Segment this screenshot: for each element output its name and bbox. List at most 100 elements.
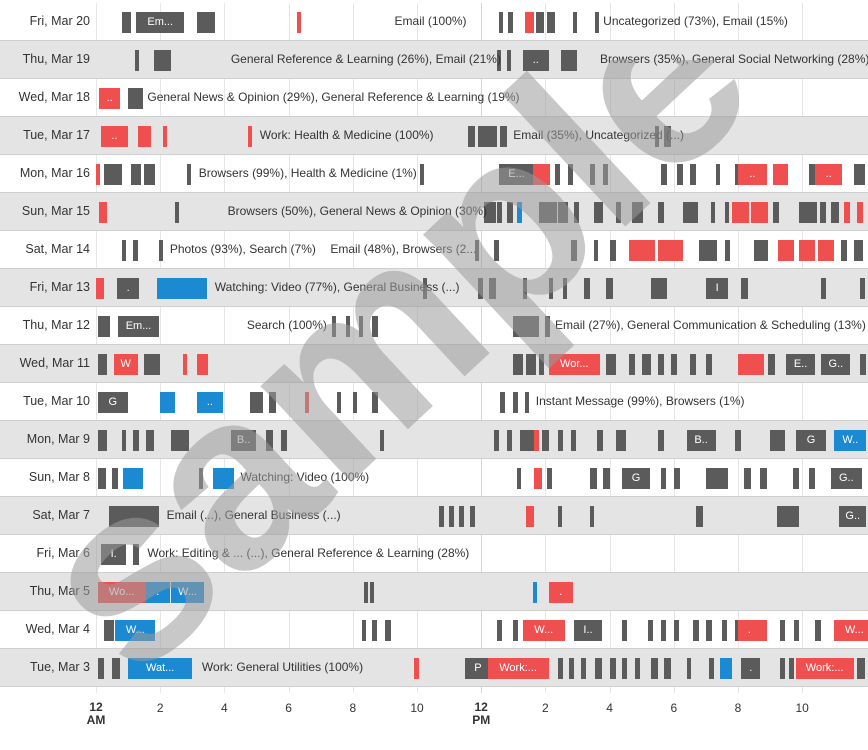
activity-block[interactable]	[750, 202, 769, 223]
activity-block[interactable]	[603, 164, 608, 185]
activity-block[interactable]	[808, 468, 816, 489]
activity-block[interactable]	[449, 506, 454, 527]
activity-block[interactable]	[622, 658, 628, 679]
activity-block[interactable]	[569, 658, 575, 679]
activity-block[interactable]	[660, 620, 666, 641]
activity-block[interactable]	[657, 430, 665, 451]
activity-block[interactable]	[99, 202, 108, 223]
activity-block[interactable]	[198, 468, 203, 489]
activity-block[interactable]	[563, 278, 568, 299]
activity-block[interactable]	[709, 658, 714, 679]
activity-block[interactable]	[384, 620, 392, 641]
activity-block[interactable]: .	[548, 582, 573, 603]
activity-block[interactable]	[859, 354, 867, 375]
activity-block[interactable]	[516, 468, 522, 489]
activity-block[interactable]	[609, 240, 616, 261]
activity-block[interactable]	[132, 240, 138, 261]
activity-block[interactable]	[628, 354, 636, 375]
activity-block[interactable]	[580, 658, 586, 679]
activity-block[interactable]	[197, 12, 215, 33]
activity-block[interactable]	[776, 506, 799, 527]
activity-block[interactable]	[532, 582, 538, 603]
activity-block[interactable]: .	[741, 658, 761, 679]
activity-block[interactable]: ..	[197, 392, 223, 413]
activity-block[interactable]: ..	[99, 88, 121, 109]
activity-block[interactable]	[500, 392, 506, 413]
activity-block[interactable]	[266, 430, 273, 451]
activity-block[interactable]	[144, 164, 156, 185]
activity-block[interactable]: Work:...	[795, 658, 854, 679]
activity-block[interactable]	[364, 582, 369, 603]
activity-block[interactable]	[522, 278, 527, 299]
activity-block[interactable]: ..	[738, 164, 767, 185]
activity-block[interactable]: G..	[839, 506, 867, 527]
activity-block[interactable]: G	[795, 430, 827, 451]
activity-block[interactable]	[187, 164, 192, 185]
activity-block[interactable]	[651, 658, 658, 679]
activity-block[interactable]	[818, 240, 835, 261]
activity-block[interactable]	[558, 202, 568, 223]
activity-block[interactable]	[112, 658, 121, 679]
activity-block[interactable]	[121, 240, 126, 261]
activity-block[interactable]	[489, 278, 496, 299]
activity-block[interactable]: B..	[230, 430, 257, 451]
activity-block[interactable]	[534, 430, 539, 451]
activity-block[interactable]	[458, 506, 464, 527]
activity-block[interactable]: I..	[574, 620, 602, 641]
activity-block[interactable]	[526, 354, 536, 375]
activity-block[interactable]	[128, 88, 143, 109]
activity-block[interactable]	[593, 202, 604, 223]
activity-block[interactable]: I	[705, 278, 729, 299]
activity-block[interactable]	[571, 240, 578, 261]
activity-block[interactable]	[715, 164, 721, 185]
activity-block[interactable]	[163, 126, 168, 147]
activity-block[interactable]	[558, 506, 563, 527]
activity-block[interactable]	[500, 126, 507, 147]
activity-block[interactable]	[513, 392, 519, 413]
activity-block[interactable]	[609, 658, 616, 679]
activity-block[interactable]	[628, 240, 655, 261]
activity-block[interactable]	[616, 430, 626, 451]
activity-block[interactable]	[104, 620, 114, 641]
activity-block[interactable]	[380, 430, 385, 451]
activity-block[interactable]	[144, 354, 161, 375]
activity-block[interactable]	[798, 240, 816, 261]
activity-block[interactable]	[731, 202, 750, 223]
activity-block[interactable]	[657, 202, 665, 223]
activity-block[interactable]	[699, 240, 718, 261]
activity-block[interactable]	[477, 126, 498, 147]
activity-block[interactable]: G..	[821, 354, 851, 375]
activity-block[interactable]	[423, 278, 428, 299]
activity-block[interactable]	[494, 240, 499, 261]
activity-block[interactable]	[508, 12, 514, 33]
activity-block[interactable]	[808, 164, 816, 185]
activity-block[interactable]	[336, 392, 341, 413]
activity-block[interactable]	[603, 468, 610, 489]
activity-block[interactable]	[583, 278, 591, 299]
activity-block[interactable]	[468, 126, 475, 147]
activity-block[interactable]	[770, 430, 785, 451]
activity-block[interactable]	[821, 278, 827, 299]
activity-block[interactable]	[696, 506, 703, 527]
activity-block[interactable]	[673, 620, 679, 641]
activity-block[interactable]	[779, 658, 785, 679]
activity-block[interactable]	[171, 430, 190, 451]
activity-block[interactable]	[97, 354, 108, 375]
activity-block[interactable]	[664, 126, 671, 147]
activity-block[interactable]: ..	[815, 164, 843, 185]
activity-block[interactable]	[567, 164, 573, 185]
activity-block[interactable]	[657, 354, 665, 375]
activity-block[interactable]	[651, 278, 668, 299]
activity-block[interactable]	[760, 468, 767, 489]
activity-block[interactable]	[248, 126, 253, 147]
activity-block[interactable]: .	[116, 278, 140, 299]
activity-block[interactable]	[372, 620, 377, 641]
activity-block[interactable]	[158, 240, 163, 261]
activity-block[interactable]	[370, 582, 375, 603]
activity-block[interactable]	[616, 202, 621, 223]
activity-block[interactable]	[677, 164, 684, 185]
activity-block[interactable]	[768, 354, 775, 375]
activity-block[interactable]	[705, 354, 713, 375]
activity-block[interactable]	[513, 354, 523, 375]
activity-block[interactable]	[720, 658, 732, 679]
